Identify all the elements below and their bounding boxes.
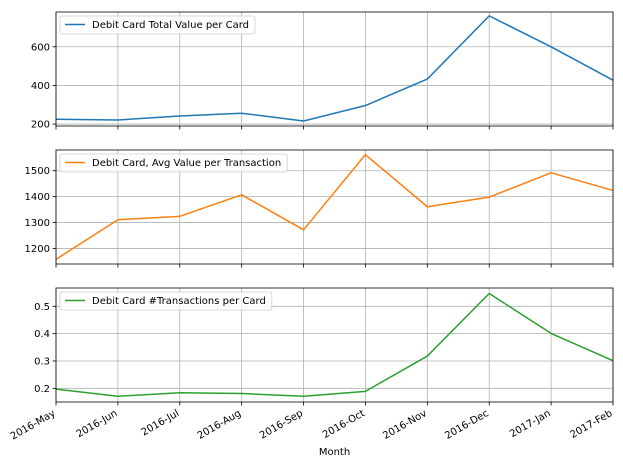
y-tick-label: 0.3 [34,356,50,367]
x-tick-label: 2016-Sep [258,408,305,441]
x-tick-label: 2016-Nov [381,408,429,442]
y-tick-label: 200 [31,120,50,131]
y-tick-label: 1500 [25,166,50,177]
data-point [550,172,552,174]
axes-frame [55,287,614,403]
y-tick-label: 600 [31,42,50,53]
series-line [55,153,614,260]
legend-label: Debit Card #Transactions per Card [92,296,266,307]
x-tick-label: 2017-Feb [568,408,614,441]
data-point [488,292,490,294]
y-tick-label: 400 [31,81,50,92]
x-axis-label: Month [319,447,350,458]
data-point [302,120,304,122]
data-point [426,355,428,357]
data-point [364,104,366,106]
data-point [426,206,428,208]
legend: Debit Card, Avg Value per Transaction [59,153,288,173]
x-tick-label: 2016-Jul [140,408,182,438]
y-tick-label: 0.4 [34,329,50,340]
data-point [179,392,181,394]
x-tick-label: 2016-Oct [321,408,367,441]
subplot-1: 200 400 600 Debit Card Total Value per Card [31,11,614,131]
legend: Debit Card Total Value per Card [59,15,256,35]
legend-label: Debit Card Total Value per Card [92,20,249,31]
axes-frame [55,149,614,265]
subplot-2: 1200 1300 1400 1500 Debit Card, Avg Value pe… [25,149,614,268]
data-point [117,219,119,221]
y-tick-label: 1200 [25,244,50,255]
data-point [117,395,119,397]
series-line [55,292,614,398]
y-tick-label: 0.2 [34,384,50,395]
data-point [426,78,428,80]
series-line [55,15,614,122]
x-tick-label: 2017-Jan [508,408,552,440]
data-point [550,46,552,48]
data-point [240,194,242,196]
data-point [550,332,552,334]
legend: Debit Card #Transactions per Card [59,291,273,311]
data-point [179,215,181,217]
data-point [117,119,119,121]
x-tick-label: 2016-May [9,408,58,442]
x-tick-label: 2016-Dec [443,408,490,442]
legend-box [59,153,288,173]
data-point [364,153,366,155]
data-point [302,395,304,397]
data-point [240,112,242,114]
data-point [488,15,490,17]
legend-box [59,291,273,311]
y-tick-label: 1300 [25,218,50,229]
y-tick-label: 0.5 [34,302,50,313]
x-tick-label: 2016-Aug [196,408,243,442]
x-tick-label: 2016-Jun [75,408,120,440]
subplot-3: 0.2 0.3 0.4 0.5 Debit Card #Transactions per… [34,287,614,406]
data-point [302,229,304,231]
axes-frame [55,11,614,127]
data-point [179,115,181,117]
legend-label: Debit Card, Avg Value per Transaction [92,158,281,169]
data-point [488,196,490,198]
data-point [240,392,242,394]
y-tick-label: 1400 [25,192,50,203]
legend-box [59,15,256,35]
data-point [364,390,366,392]
